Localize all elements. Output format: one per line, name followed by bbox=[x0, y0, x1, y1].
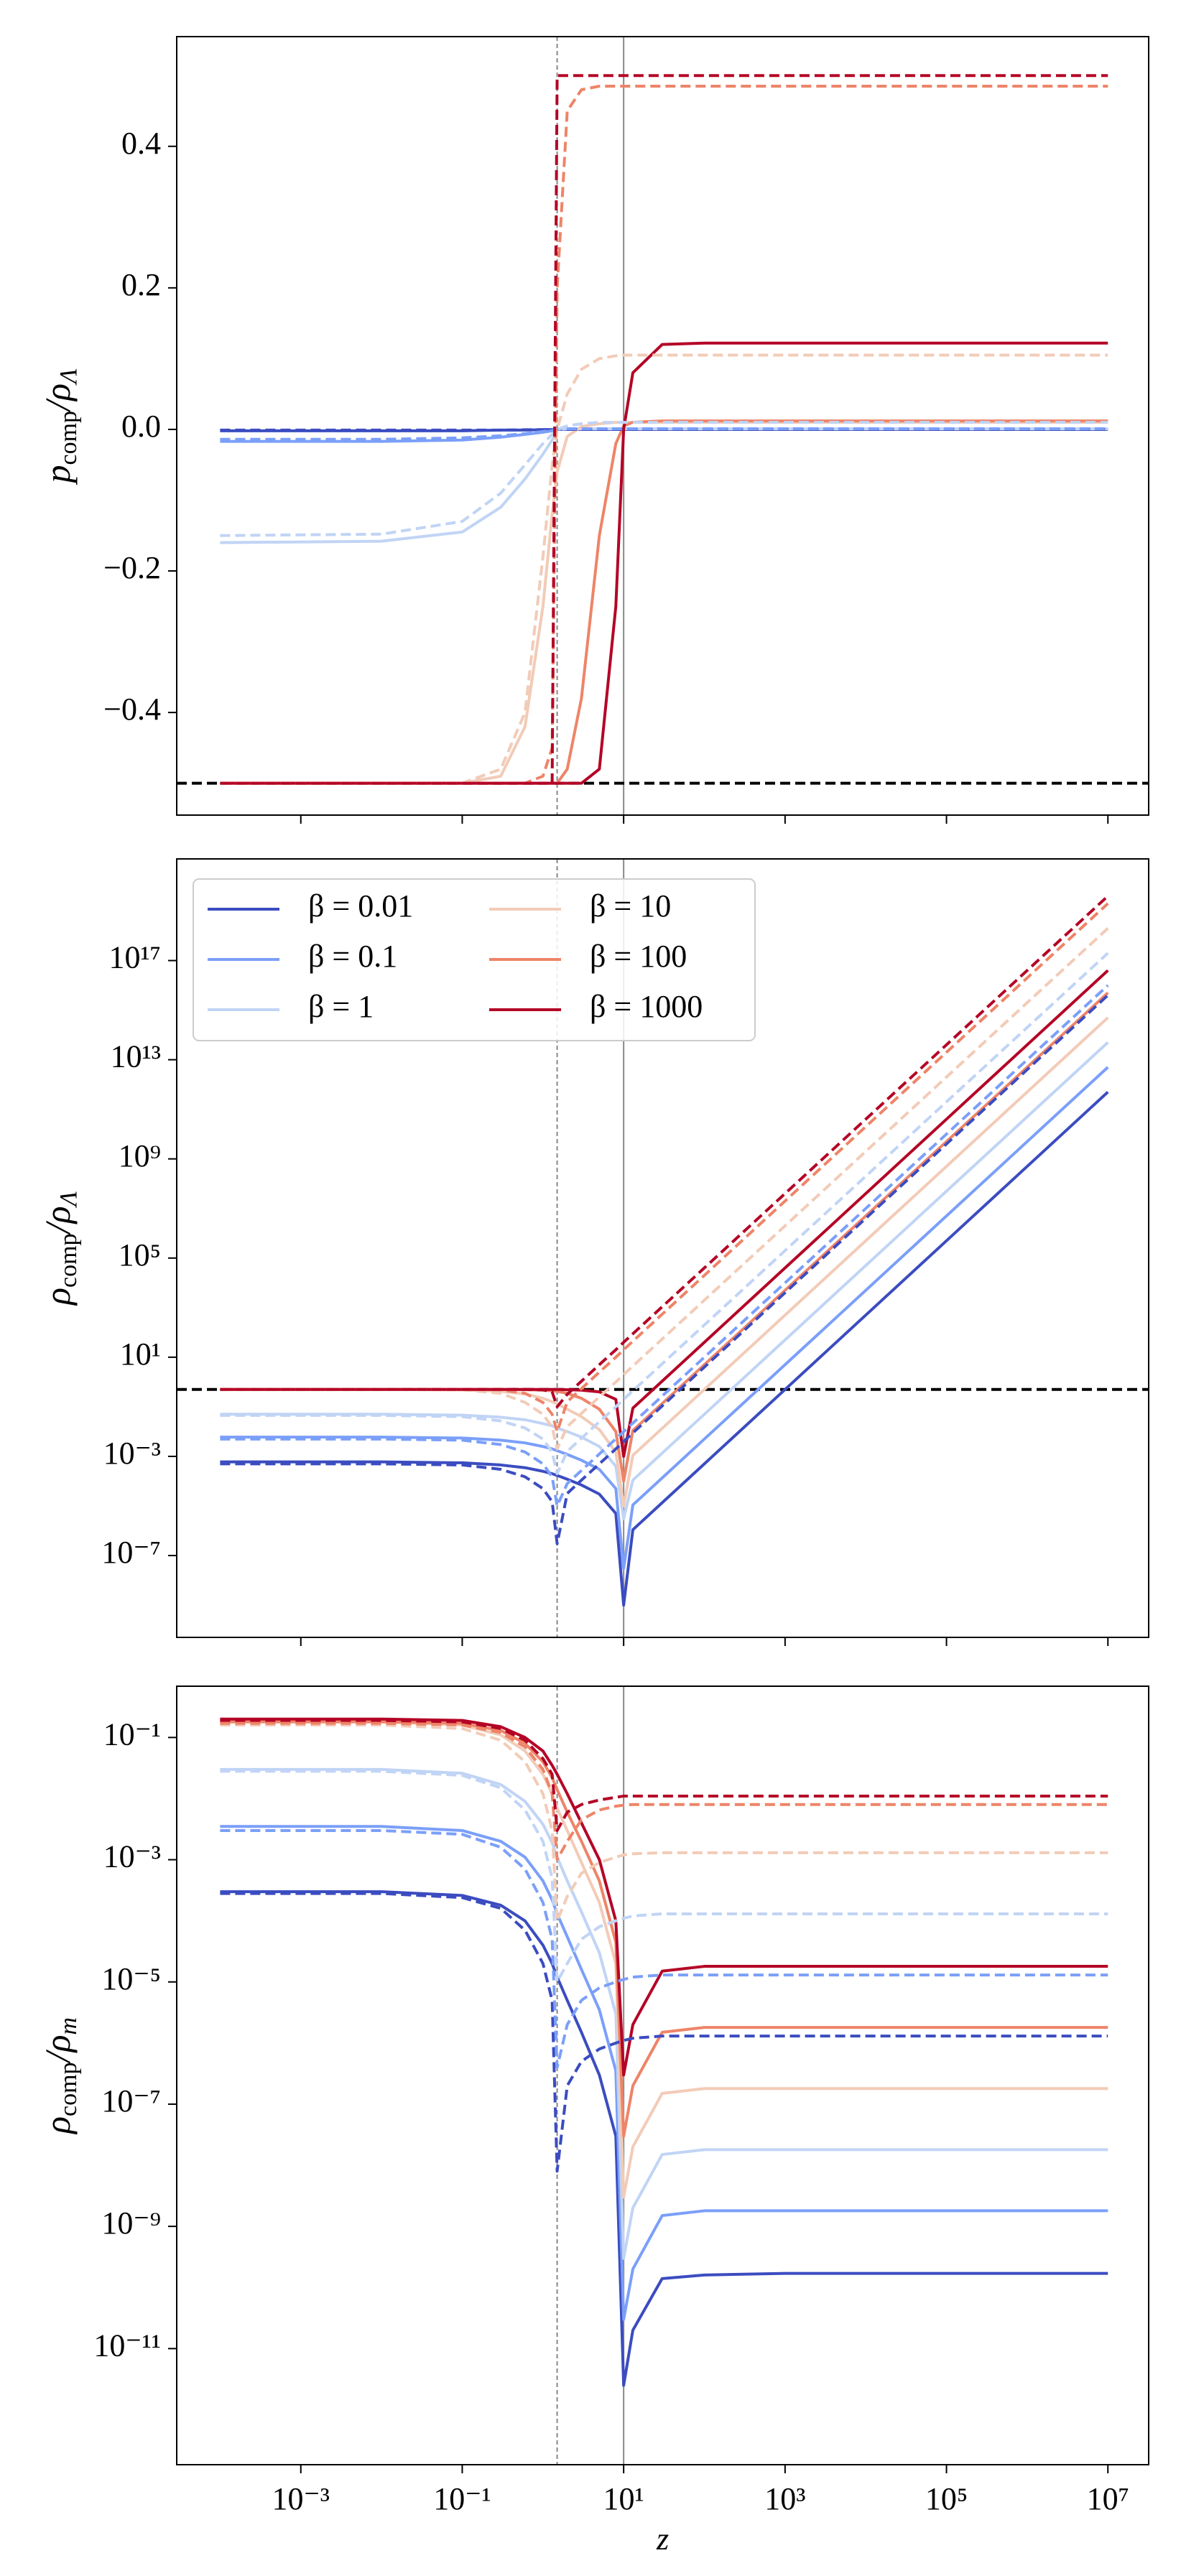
legend-label: β = 1 bbox=[308, 989, 374, 1024]
y-tick-label: 0.4 bbox=[121, 126, 161, 161]
y-label-subscript: m bbox=[55, 2017, 82, 2035]
series-line bbox=[220, 952, 1109, 1476]
legend-label: β = 10 bbox=[590, 888, 671, 924]
y-tick-label: 10¹³ bbox=[111, 1039, 161, 1074]
legend-label: β = 0.1 bbox=[308, 939, 397, 974]
y-label-part: /ρ bbox=[37, 1206, 78, 1236]
x-tick-label: 10¹ bbox=[603, 2481, 644, 2516]
series-line bbox=[220, 1770, 1108, 1984]
y-tick-label: 0.0 bbox=[121, 409, 161, 444]
legend-label: β = 100 bbox=[590, 939, 687, 974]
plot-area bbox=[220, 1686, 1108, 2465]
series-line bbox=[220, 1091, 1109, 1607]
series-line bbox=[220, 421, 1108, 785]
y-tick-label: 0.2 bbox=[121, 267, 161, 302]
y-label-part: /ρ bbox=[37, 383, 78, 413]
series-line bbox=[220, 1720, 1108, 2199]
y-tick-label: 10¹ bbox=[120, 1336, 161, 1372]
y-tick-label: 10⁻¹¹ bbox=[93, 2328, 161, 2363]
plot-area bbox=[177, 37, 1149, 815]
y-tick-label: 10⁹ bbox=[119, 1138, 161, 1173]
x-axis-label: z bbox=[656, 2521, 669, 2557]
y-label-subscript: comp bbox=[55, 1233, 82, 1288]
series-line bbox=[220, 984, 1109, 1507]
axes-frame bbox=[176, 36, 1149, 816]
series-line bbox=[220, 353, 1108, 785]
series-line bbox=[220, 1892, 1108, 2173]
series-line bbox=[220, 341, 1108, 785]
y-tick-label: 10⁻⁷ bbox=[101, 1535, 161, 1570]
y-tick-label: 10⁻⁹ bbox=[101, 2205, 161, 2241]
x-tick-label: 10⁷ bbox=[1087, 2481, 1129, 2516]
y-axis-label: ρcomp/ρΛ bbox=[37, 1191, 81, 1306]
y-axis-label: ρcomp/ρm bbox=[37, 2017, 81, 2135]
series-line bbox=[220, 1890, 1108, 2387]
series-line bbox=[220, 74, 1108, 785]
series-line bbox=[220, 1720, 1108, 2138]
series-line bbox=[220, 1825, 1108, 2321]
series-line bbox=[220, 1767, 1108, 2260]
y-label-part: p bbox=[37, 465, 78, 485]
series-line bbox=[220, 421, 1108, 537]
y-tick-label: 10⁻⁷ bbox=[101, 2083, 161, 2119]
series-line bbox=[220, 1016, 1109, 1507]
y-tick-label: −0.4 bbox=[103, 692, 161, 727]
y-tick-label: 10⁻¹ bbox=[103, 1716, 161, 1752]
y-label-subscript: Λ bbox=[55, 368, 82, 386]
y-axis-label: pcomp/ρΛ bbox=[37, 368, 81, 485]
series-line bbox=[220, 1721, 1108, 1861]
series-line bbox=[220, 1828, 1108, 2069]
y-tick-label: 10⁻⁵ bbox=[101, 1961, 161, 1996]
series-line bbox=[220, 84, 1108, 785]
y-label-subscript: Λ bbox=[55, 1191, 82, 1209]
y-label-part: ρ bbox=[37, 1288, 78, 1306]
y-label-part: ρ bbox=[37, 2116, 78, 2135]
y-label-part: /ρ bbox=[37, 2035, 78, 2065]
y-tick-label: 10⁻³ bbox=[103, 1839, 161, 1874]
series-line bbox=[220, 427, 1108, 544]
series-line bbox=[220, 991, 1109, 1483]
legend-box bbox=[193, 878, 756, 1041]
y-label-subscript: comp bbox=[55, 2062, 82, 2116]
series-line bbox=[220, 1717, 1108, 2077]
series-line bbox=[220, 419, 1108, 785]
x-tick-label: 10⁻³ bbox=[272, 2481, 330, 2516]
y-tick-label: 10⁻³ bbox=[103, 1436, 161, 1471]
x-tick-label: 10³ bbox=[764, 2481, 805, 2516]
y-tick-label: 10¹⁷ bbox=[108, 940, 161, 975]
series-line bbox=[220, 927, 1109, 1451]
x-tick-label: 10⁻¹ bbox=[433, 2481, 491, 2516]
series-line bbox=[220, 1719, 1108, 1832]
series-line bbox=[220, 1066, 1109, 1571]
legend-label: β = 0.01 bbox=[308, 888, 413, 924]
y-label-subscript: comp bbox=[55, 411, 82, 465]
series-line bbox=[220, 994, 1109, 1545]
axes-frame bbox=[176, 858, 1149, 1638]
series-line bbox=[220, 427, 1108, 441]
series-line bbox=[220, 895, 1109, 1408]
x-tick-label: 10⁵ bbox=[925, 2481, 968, 2516]
series-line bbox=[220, 1724, 1108, 1922]
y-tick-label: 10⁵ bbox=[119, 1237, 161, 1273]
axes-frame bbox=[176, 1685, 1149, 2465]
y-tick-label: −0.2 bbox=[103, 550, 161, 585]
legend-label: β = 1000 bbox=[590, 989, 703, 1024]
